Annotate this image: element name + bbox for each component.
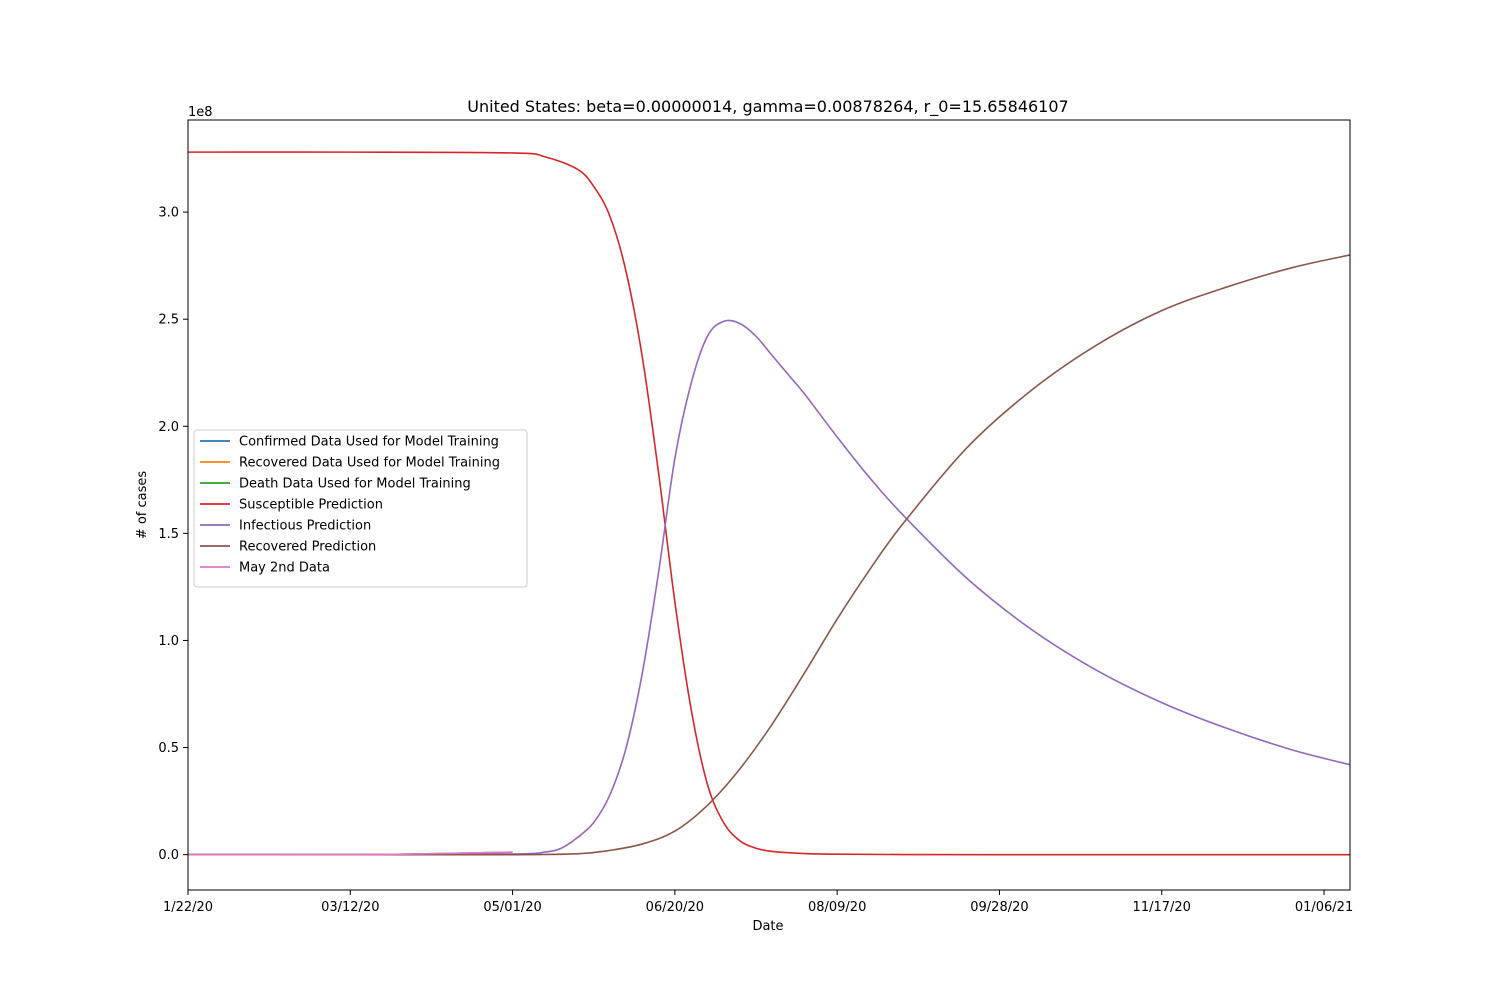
y-tick-label: 2.0 [158, 420, 179, 435]
series-line-4 [188, 151, 1350, 856]
y-axis-label: # of cases [135, 471, 150, 540]
series-line-6 [188, 254, 1350, 856]
legend-entry: Infectious Prediction [239, 519, 371, 534]
y-tick-label: 1.5 [158, 527, 179, 542]
legend-entry: Susceptible Prediction [239, 498, 383, 513]
series-line-5 [188, 319, 1350, 856]
x-tick-label: 08/09/20 [808, 900, 866, 915]
legend-entry: Recovered Prediction [239, 540, 376, 555]
legend-box [193, 429, 528, 588]
plot-frame [187, 119, 1351, 891]
chart-title: United States: beta=0.00000014, gamma=0.… [467, 97, 1068, 117]
x-axis-label: Date [752, 919, 783, 934]
x-tick-label: 01/06/21 [1295, 900, 1353, 915]
y-tick-label: 0.0 [158, 848, 179, 863]
legend-entry: Recovered Data Used for Model Training [239, 456, 500, 471]
y-tick-label: 3.0 [158, 206, 179, 221]
legend-entry: Confirmed Data Used for Model Training [239, 435, 499, 450]
x-tick-label: 09/28/20 [970, 900, 1028, 915]
x-axis: 1/22/20 03/12/20 05/01/20 06/20/20 08/09/20 0… [163, 890, 1353, 915]
x-tick-label: 05/01/20 [483, 900, 541, 915]
y-tick-label: 0.5 [158, 741, 179, 756]
x-tick-label: 11/17/20 [1133, 900, 1191, 915]
x-tick-label: 03/12/20 [321, 900, 379, 915]
y-axis: 0.0 0.5 1.0 1.5 2.0 2.5 3.0 [158, 206, 188, 863]
x-tick-label: 06/20/20 [646, 900, 704, 915]
legend: Confirmed Data Used for Model Training Re… [193, 429, 528, 588]
y-tick-label: 1.0 [158, 634, 179, 649]
y-tick-label: 2.5 [158, 313, 179, 328]
series-line-7 [188, 851, 513, 856]
legend-entry: May 2nd Data [239, 561, 330, 576]
plot-area [188, 151, 1350, 856]
y-offset-label: 1e8 [188, 105, 213, 120]
x-tick-label: 1/22/20 [163, 900, 213, 915]
legend-entry: Death Data Used for Model Training [239, 477, 471, 492]
